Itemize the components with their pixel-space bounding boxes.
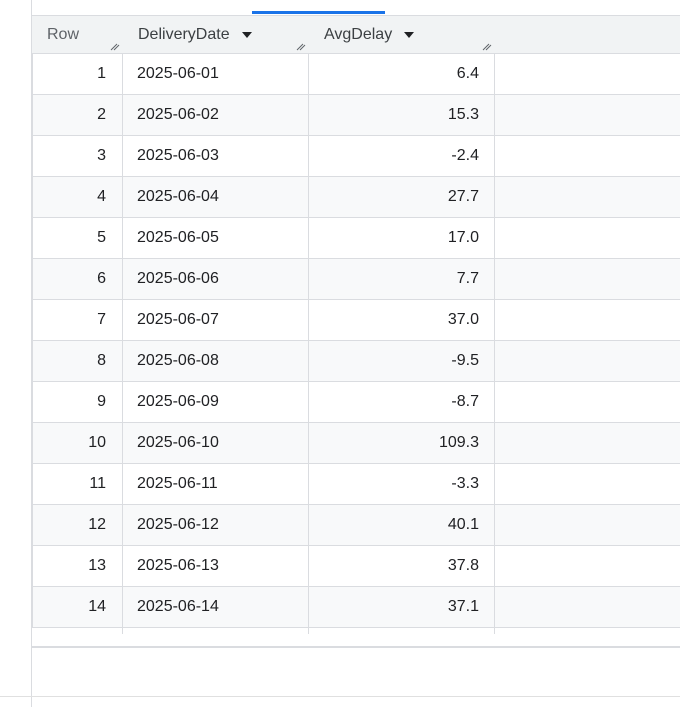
row-filler [495,300,680,340]
row-number: 5 [32,218,123,258]
table-tail [32,628,680,634]
avg-delay-cell[interactable]: 6.4 [309,54,495,94]
row-number: 7 [32,300,123,340]
table-row[interactable]: 7 2025-06-07 37.0 [32,300,680,341]
table-row[interactable]: 5 2025-06-05 17.0 [32,218,680,259]
delivery-date-cell[interactable]: 2025-06-11 [123,464,309,504]
delivery-date-cell[interactable]: 2025-06-10 [123,423,309,463]
table-row[interactable]: 6 2025-06-06 7.7 [32,259,680,300]
table-row[interactable]: 14 2025-06-14 37.1 [32,587,680,628]
column-header-label: AvgDelay [324,25,393,43]
delivery-date-cell[interactable]: 2025-06-12 [123,505,309,545]
column-header-delivery-date[interactable]: DeliveryDate [123,16,309,53]
table-header: Row DeliveryDate AvgDelay [32,16,680,54]
tail-cell [123,628,309,634]
avg-delay-cell[interactable]: -9.5 [309,341,495,381]
table-row[interactable]: 4 2025-06-04 27.7 [32,177,680,218]
column-header-label: DeliveryDate [138,25,230,43]
avg-delay-cell[interactable]: 15.3 [309,95,495,135]
row-filler [495,341,680,381]
tail-cell [309,628,495,634]
delivery-date-cell[interactable]: 2025-06-08 [123,341,309,381]
row-filler [495,177,680,217]
row-filler [495,505,680,545]
avg-delay-cell[interactable]: 37.0 [309,300,495,340]
row-filler [495,587,680,627]
table-row[interactable]: 9 2025-06-09 -8.7 [32,382,680,423]
row-filler [495,259,680,299]
avg-delay-cell[interactable]: 37.1 [309,587,495,627]
row-number: 12 [32,505,123,545]
table-row[interactable]: 3 2025-06-03 -2.4 [32,136,680,177]
avg-delay-cell[interactable]: 109.3 [309,423,495,463]
column-resize-icon[interactable] [482,41,492,51]
row-filler [495,464,680,504]
delivery-date-cell[interactable]: 2025-06-04 [123,177,309,217]
avg-delay-cell[interactable]: 17.0 [309,218,495,258]
row-number: 13 [32,546,123,586]
column-header-avg-delay[interactable]: AvgDelay [309,16,495,53]
avg-delay-cell[interactable]: 7.7 [309,259,495,299]
delivery-date-cell[interactable]: 2025-06-02 [123,95,309,135]
delivery-date-cell[interactable]: 2025-06-09 [123,382,309,422]
row-number: 14 [32,587,123,627]
row-number: 4 [32,177,123,217]
column-resize-icon[interactable] [296,41,306,51]
avg-delay-cell[interactable]: -8.7 [309,382,495,422]
row-filler [495,546,680,586]
left-gutter [0,0,32,707]
avg-delay-cell[interactable]: -2.4 [309,136,495,176]
table-row[interactable]: 12 2025-06-12 40.1 [32,505,680,546]
column-resize-icon[interactable] [110,41,120,51]
row-filler [495,136,680,176]
row-number: 9 [32,382,123,422]
avg-delay-cell[interactable]: 27.7 [309,177,495,217]
table-row[interactable]: 10 2025-06-10 109.3 [32,423,680,464]
column-header-filler [495,16,680,53]
row-filler [495,54,680,94]
results-table: Row DeliveryDate AvgDelay [32,16,680,634]
column-header-row: Row [32,16,123,53]
delivery-date-cell[interactable]: 2025-06-07 [123,300,309,340]
row-number: 3 [32,136,123,176]
table-row[interactable]: 8 2025-06-08 -9.5 [32,341,680,382]
row-filler [495,382,680,422]
row-number: 10 [32,423,123,463]
pagination-divider [32,646,680,648]
row-number: 6 [32,259,123,299]
avg-delay-cell[interactable]: 40.1 [309,505,495,545]
table-row[interactable]: 11 2025-06-11 -3.3 [32,464,680,505]
avg-delay-cell[interactable]: -3.3 [309,464,495,504]
row-filler [495,423,680,463]
active-tab-indicator [252,11,385,14]
caret-down-icon[interactable] [404,31,415,38]
row-filler [495,95,680,135]
delivery-date-cell[interactable]: 2025-06-06 [123,259,309,299]
delivery-date-cell[interactable]: 2025-06-03 [123,136,309,176]
row-number: 1 [32,54,123,94]
bottom-divider [0,696,680,697]
column-header-label: Row [47,25,80,43]
row-number: 2 [32,95,123,135]
row-number: 11 [32,464,123,504]
table-row[interactable]: 1 2025-06-01 6.4 [32,54,680,95]
row-number: 8 [32,341,123,381]
table-body: 1 2025-06-01 6.4 2 2025-06-02 15.3 3 202… [32,54,680,634]
delivery-date-cell[interactable]: 2025-06-14 [123,587,309,627]
row-filler [495,218,680,258]
delivery-date-cell[interactable]: 2025-06-13 [123,546,309,586]
delivery-date-cell[interactable]: 2025-06-01 [123,54,309,94]
divider [32,15,680,16]
caret-down-icon[interactable] [241,31,252,38]
avg-delay-cell[interactable]: 37.8 [309,546,495,586]
delivery-date-cell[interactable]: 2025-06-05 [123,218,309,258]
table-row[interactable]: 13 2025-06-13 37.8 [32,546,680,587]
tail-cell [32,628,123,634]
table-row[interactable]: 2 2025-06-02 15.3 [32,95,680,136]
